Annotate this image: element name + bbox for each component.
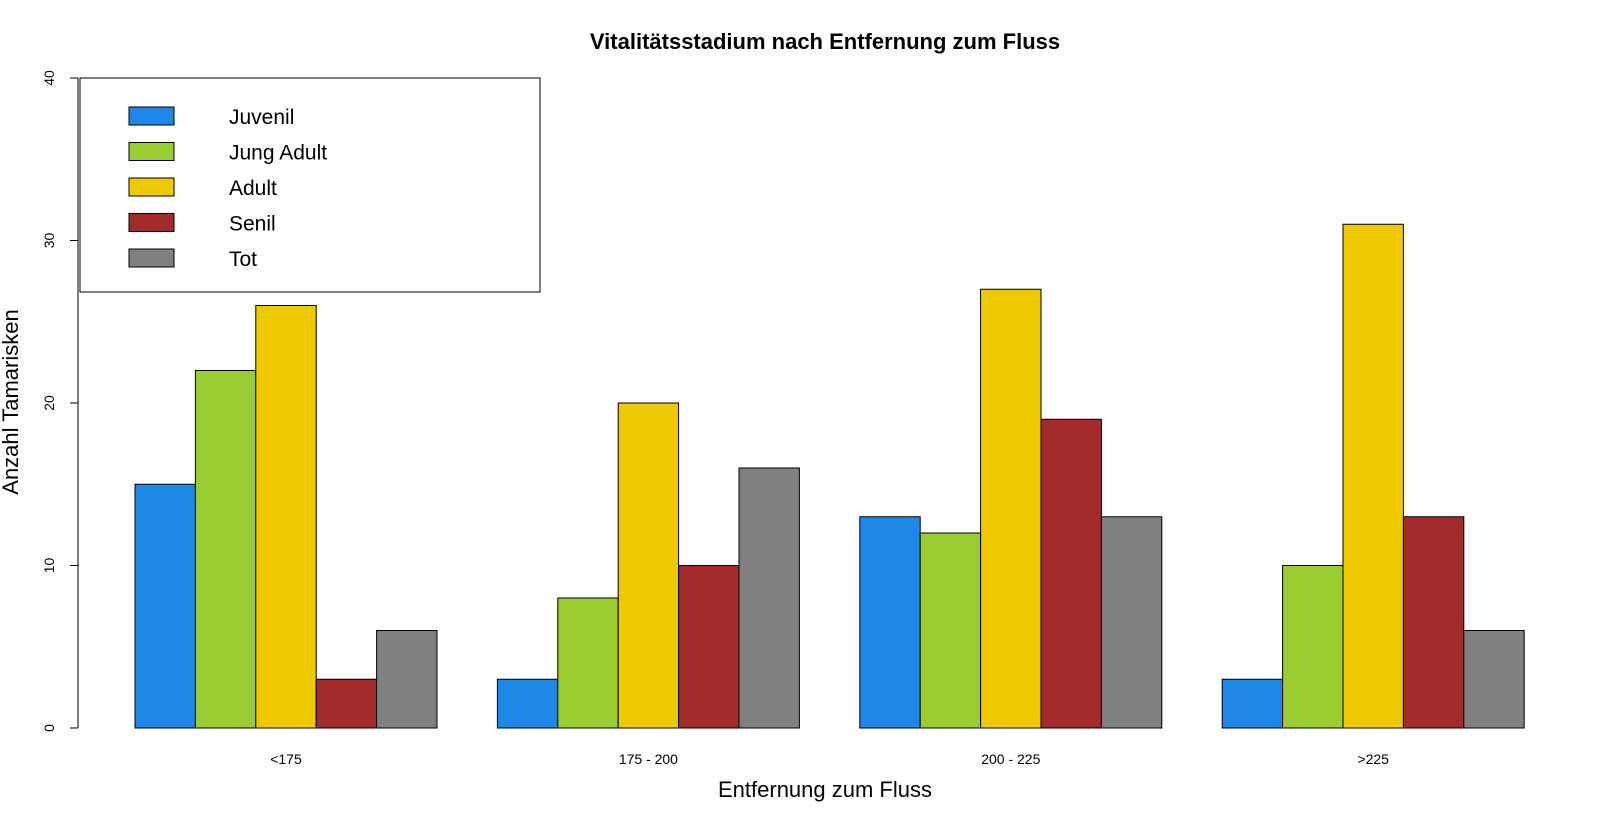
bar-tot-2	[738, 467, 800, 729]
x-axis-tick-labels: <175 175 - 200 200 - 225 >225	[270, 751, 1389, 767]
bar-tot-4	[1463, 630, 1525, 729]
legend-swatch	[128, 213, 175, 232]
legend-swatch	[128, 177, 175, 197]
bar-tot-3	[1100, 516, 1163, 729]
legend-label: Tot	[229, 248, 257, 271]
bar-senil-3	[1040, 418, 1102, 729]
y-tick-label: 0	[41, 724, 57, 732]
bar-jung-adult-3	[919, 532, 982, 729]
x-tick-label: 200 - 225	[981, 751, 1040, 767]
bar-adult-3	[980, 288, 1042, 729]
y-tick-label: 20	[41, 395, 57, 411]
x-tick-label: >225	[1357, 751, 1389, 767]
x-tick-label: 175 - 200	[619, 751, 678, 767]
y-tick-label: 10	[41, 558, 57, 574]
bar-juvenil-3	[859, 516, 921, 729]
bar-juvenil-1	[134, 483, 196, 729]
legend: Juvenil Jung Adult Adult Senil Tot	[79, 77, 541, 293]
y-axis-label: Anzahl Tamarisken	[0, 309, 23, 494]
chart-title: Vitalitätsstadium nach Entfernung zum Fl…	[590, 29, 1060, 54]
bar-senil-4	[1402, 516, 1465, 729]
bar-juvenil-4	[1221, 678, 1284, 729]
y-tick-label: 40	[41, 70, 57, 86]
bar-jung-adult-2	[557, 597, 619, 729]
x-axis-label: Entfernung zum Fluss	[718, 777, 932, 802]
legend-label: Jung Adult	[229, 142, 327, 165]
bar-senil-1	[315, 678, 378, 729]
bar-senil-2	[678, 565, 740, 729]
bar-adult-1	[255, 305, 317, 729]
bar-adult-2	[617, 402, 680, 729]
bar-adult-4	[1342, 223, 1404, 729]
y-axis: 0 10 20 30 40	[41, 70, 79, 732]
legend-label: Senil	[229, 213, 276, 236]
legend-label: Adult	[229, 177, 277, 200]
bar-jung-adult-1	[194, 370, 257, 729]
bar-tot-1	[376, 630, 438, 729]
bars	[134, 223, 1525, 729]
legend-swatch	[128, 142, 175, 161]
x-tick-label: <175	[270, 751, 302, 767]
legend-swatch	[128, 248, 175, 268]
bar-jung-adult-4	[1282, 565, 1344, 729]
y-tick-label: 30	[41, 233, 57, 249]
legend-swatch	[128, 106, 175, 126]
bar-juvenil-2	[496, 678, 559, 729]
legend-label: Juvenil	[229, 106, 294, 129]
